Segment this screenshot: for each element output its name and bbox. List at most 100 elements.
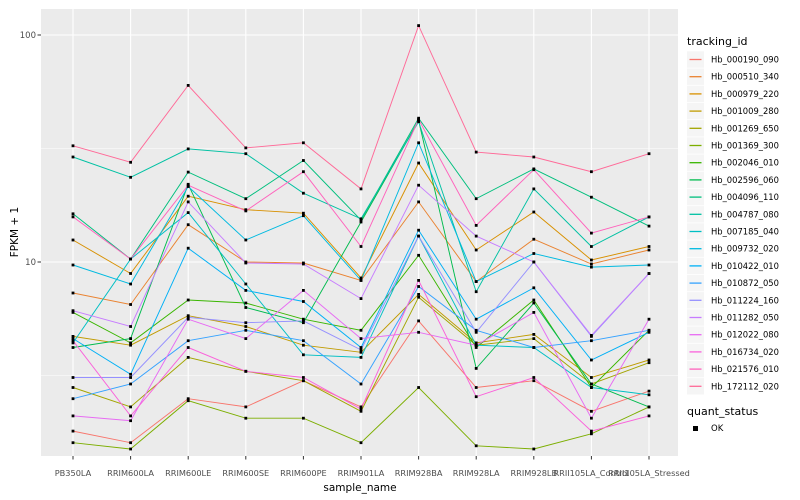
data-point-marker [244, 301, 248, 305]
data-point-marker [532, 333, 536, 336]
data-point-marker [647, 414, 651, 418]
data-point-marker [71, 238, 75, 242]
data-point-marker [129, 382, 132, 386]
data-point-marker [71, 441, 75, 445]
data-point-marker [244, 146, 248, 150]
data-point-marker [359, 356, 363, 359]
x-tick-label: RRIM600LA [107, 468, 154, 478]
legend-entry-label: Hb_001009_280 [711, 106, 779, 116]
data-point-marker [359, 276, 363, 280]
data-point-marker [417, 330, 420, 334]
data-point-marker [532, 168, 536, 172]
data-point-marker [244, 321, 248, 325]
data-point-marker [590, 170, 593, 174]
data-point-marker [186, 246, 190, 250]
data-point-marker [71, 339, 75, 343]
data-point-marker [590, 231, 593, 235]
data-point-marker [417, 234, 420, 238]
data-point-marker [244, 306, 248, 309]
data-point-marker [186, 183, 190, 187]
x-tick-label: RRIM600PE [280, 468, 327, 478]
data-point-marker [417, 295, 420, 299]
data-point-marker [71, 155, 75, 159]
y-axis-title: FPKM + 1 [9, 206, 21, 258]
legend-entry-label: Hb_016734_020 [711, 347, 779, 357]
data-point-marker [244, 197, 248, 201]
data-point-marker [186, 314, 190, 318]
data-point-marker [186, 223, 190, 227]
data-point-marker [186, 316, 190, 319]
data-point-marker [474, 444, 478, 448]
data-point-marker [71, 397, 75, 401]
data-point-marker [647, 393, 651, 397]
legend-entry-label: Hb_009732_020 [711, 244, 779, 254]
data-point-marker [129, 175, 132, 179]
data-point-marker [71, 337, 75, 340]
data-point-marker [71, 414, 75, 418]
legend-entry-label: Hb_000979_220 [711, 89, 779, 99]
data-point-marker [474, 150, 478, 154]
data-point-marker [302, 353, 305, 357]
data-point-marker [359, 405, 363, 409]
data-point-marker [302, 289, 305, 292]
data-point-marker [71, 215, 75, 219]
legend-entry-label: Hb_010872_050 [711, 278, 779, 288]
data-point-marker [302, 379, 305, 383]
data-point-marker [532, 379, 536, 383]
x-tick-label: RRIM901LA [338, 468, 385, 478]
data-point-marker [302, 191, 305, 195]
legend-entry-label: Hb_010422_010 [711, 261, 779, 271]
data-point-marker [244, 261, 248, 265]
data-point-marker [129, 160, 132, 164]
data-point-marker [647, 361, 651, 365]
data-point-marker [417, 279, 420, 282]
data-point-marker [532, 301, 536, 305]
data-point-marker [129, 376, 132, 379]
x-tick-label: RRIM600SE [222, 468, 269, 478]
data-point-marker [474, 330, 478, 334]
data-point-marker [71, 386, 75, 389]
data-point-marker [474, 343, 478, 347]
legend-entry-label: Hb_002596_060 [711, 175, 779, 185]
data-point-marker [647, 405, 651, 409]
data-point-marker [417, 285, 420, 288]
data-point-marker [532, 447, 536, 451]
data-point-marker [129, 303, 132, 306]
data-point-marker [590, 409, 593, 413]
data-point-marker [417, 141, 420, 145]
data-point-marker [129, 325, 132, 328]
data-point-marker [129, 341, 132, 345]
data-point-marker [417, 118, 420, 121]
data-point-marker [532, 155, 536, 159]
data-point-marker [244, 369, 248, 373]
legend-entry-label: Hb_001269_650 [711, 123, 779, 133]
data-point-marker [474, 234, 478, 238]
data-point-marker [359, 346, 363, 349]
data-point-marker [474, 341, 478, 345]
data-point-marker [647, 245, 651, 248]
data-point-marker [129, 282, 132, 286]
data-point-marker [359, 187, 363, 191]
data-point-marker [244, 337, 248, 340]
data-point-marker [474, 317, 478, 321]
data-point-marker [359, 382, 363, 386]
legend-entry-label: Hb_007185_040 [711, 227, 779, 237]
data-point-marker [532, 260, 536, 264]
data-point-marker [590, 376, 593, 379]
data-point-marker [647, 248, 651, 252]
data-point-marker [302, 339, 305, 343]
legend-entry-label: Hb_002046_010 [711, 158, 779, 168]
data-point-marker [647, 389, 651, 393]
data-point-marker [359, 217, 363, 221]
legend-entry-label: Hb_011224_160 [711, 295, 779, 305]
data-point-marker [532, 237, 536, 241]
data-point-marker [244, 209, 248, 213]
data-point-marker [417, 120, 420, 124]
data-point-marker [129, 343, 132, 347]
quant-status-ok-marker-icon [693, 426, 698, 431]
data-point-marker [647, 263, 651, 267]
data-point-marker [71, 309, 75, 313]
data-point-marker [532, 346, 536, 349]
data-point-marker [417, 293, 420, 296]
legend-title-quant-status: quant_status [687, 405, 759, 418]
